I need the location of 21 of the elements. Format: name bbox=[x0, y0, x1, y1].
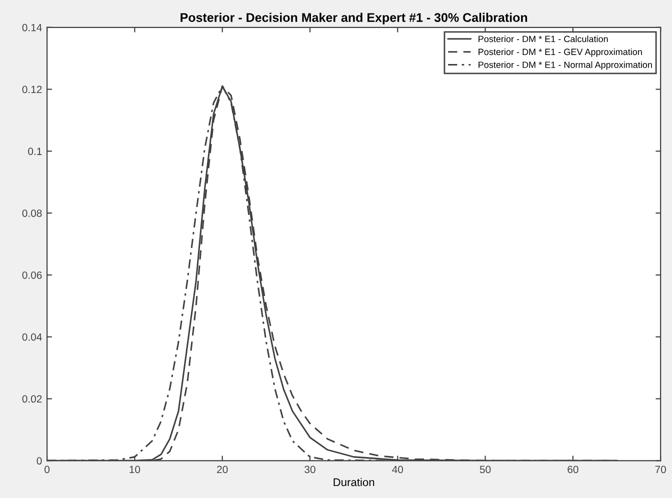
x-tick-label: 70 bbox=[655, 466, 666, 474]
legend-label: Posterior - DM * E1 - GEV Approximation bbox=[478, 48, 642, 57]
y-tick-label: 0.04 bbox=[22, 333, 42, 341]
y-tick-label: 0.06 bbox=[22, 271, 42, 279]
x-tick-label: 40 bbox=[392, 466, 404, 474]
y-tick-label: 0.12 bbox=[22, 86, 42, 94]
chart-title: Posterior - Decision Maker and Expert #1 - 30% Calibration bbox=[180, 12, 528, 24]
legend-label: Posterior - DM * E1 - Normal Approximation bbox=[478, 61, 652, 70]
x-axis-title: Duration bbox=[334, 478, 374, 486]
x-tick-label: 20 bbox=[217, 466, 228, 474]
y-tick-label: 0 bbox=[36, 457, 42, 465]
x-tick-label: 0 bbox=[44, 466, 50, 474]
y-tick-label: 0.08 bbox=[22, 210, 42, 217]
y-tick-label: 0.02 bbox=[22, 395, 42, 403]
y-tick-label: 0.14 bbox=[22, 24, 42, 32]
x-tick-label: 10 bbox=[130, 466, 140, 474]
x-tick-label: 30 bbox=[304, 466, 316, 474]
x-tick-label: 60 bbox=[568, 466, 578, 474]
y-tick-label: 0.1 bbox=[28, 148, 42, 156]
legend-label: Posterior - DM * E1 - Calculation bbox=[478, 36, 608, 42]
x-tick-label: 50 bbox=[480, 466, 491, 474]
